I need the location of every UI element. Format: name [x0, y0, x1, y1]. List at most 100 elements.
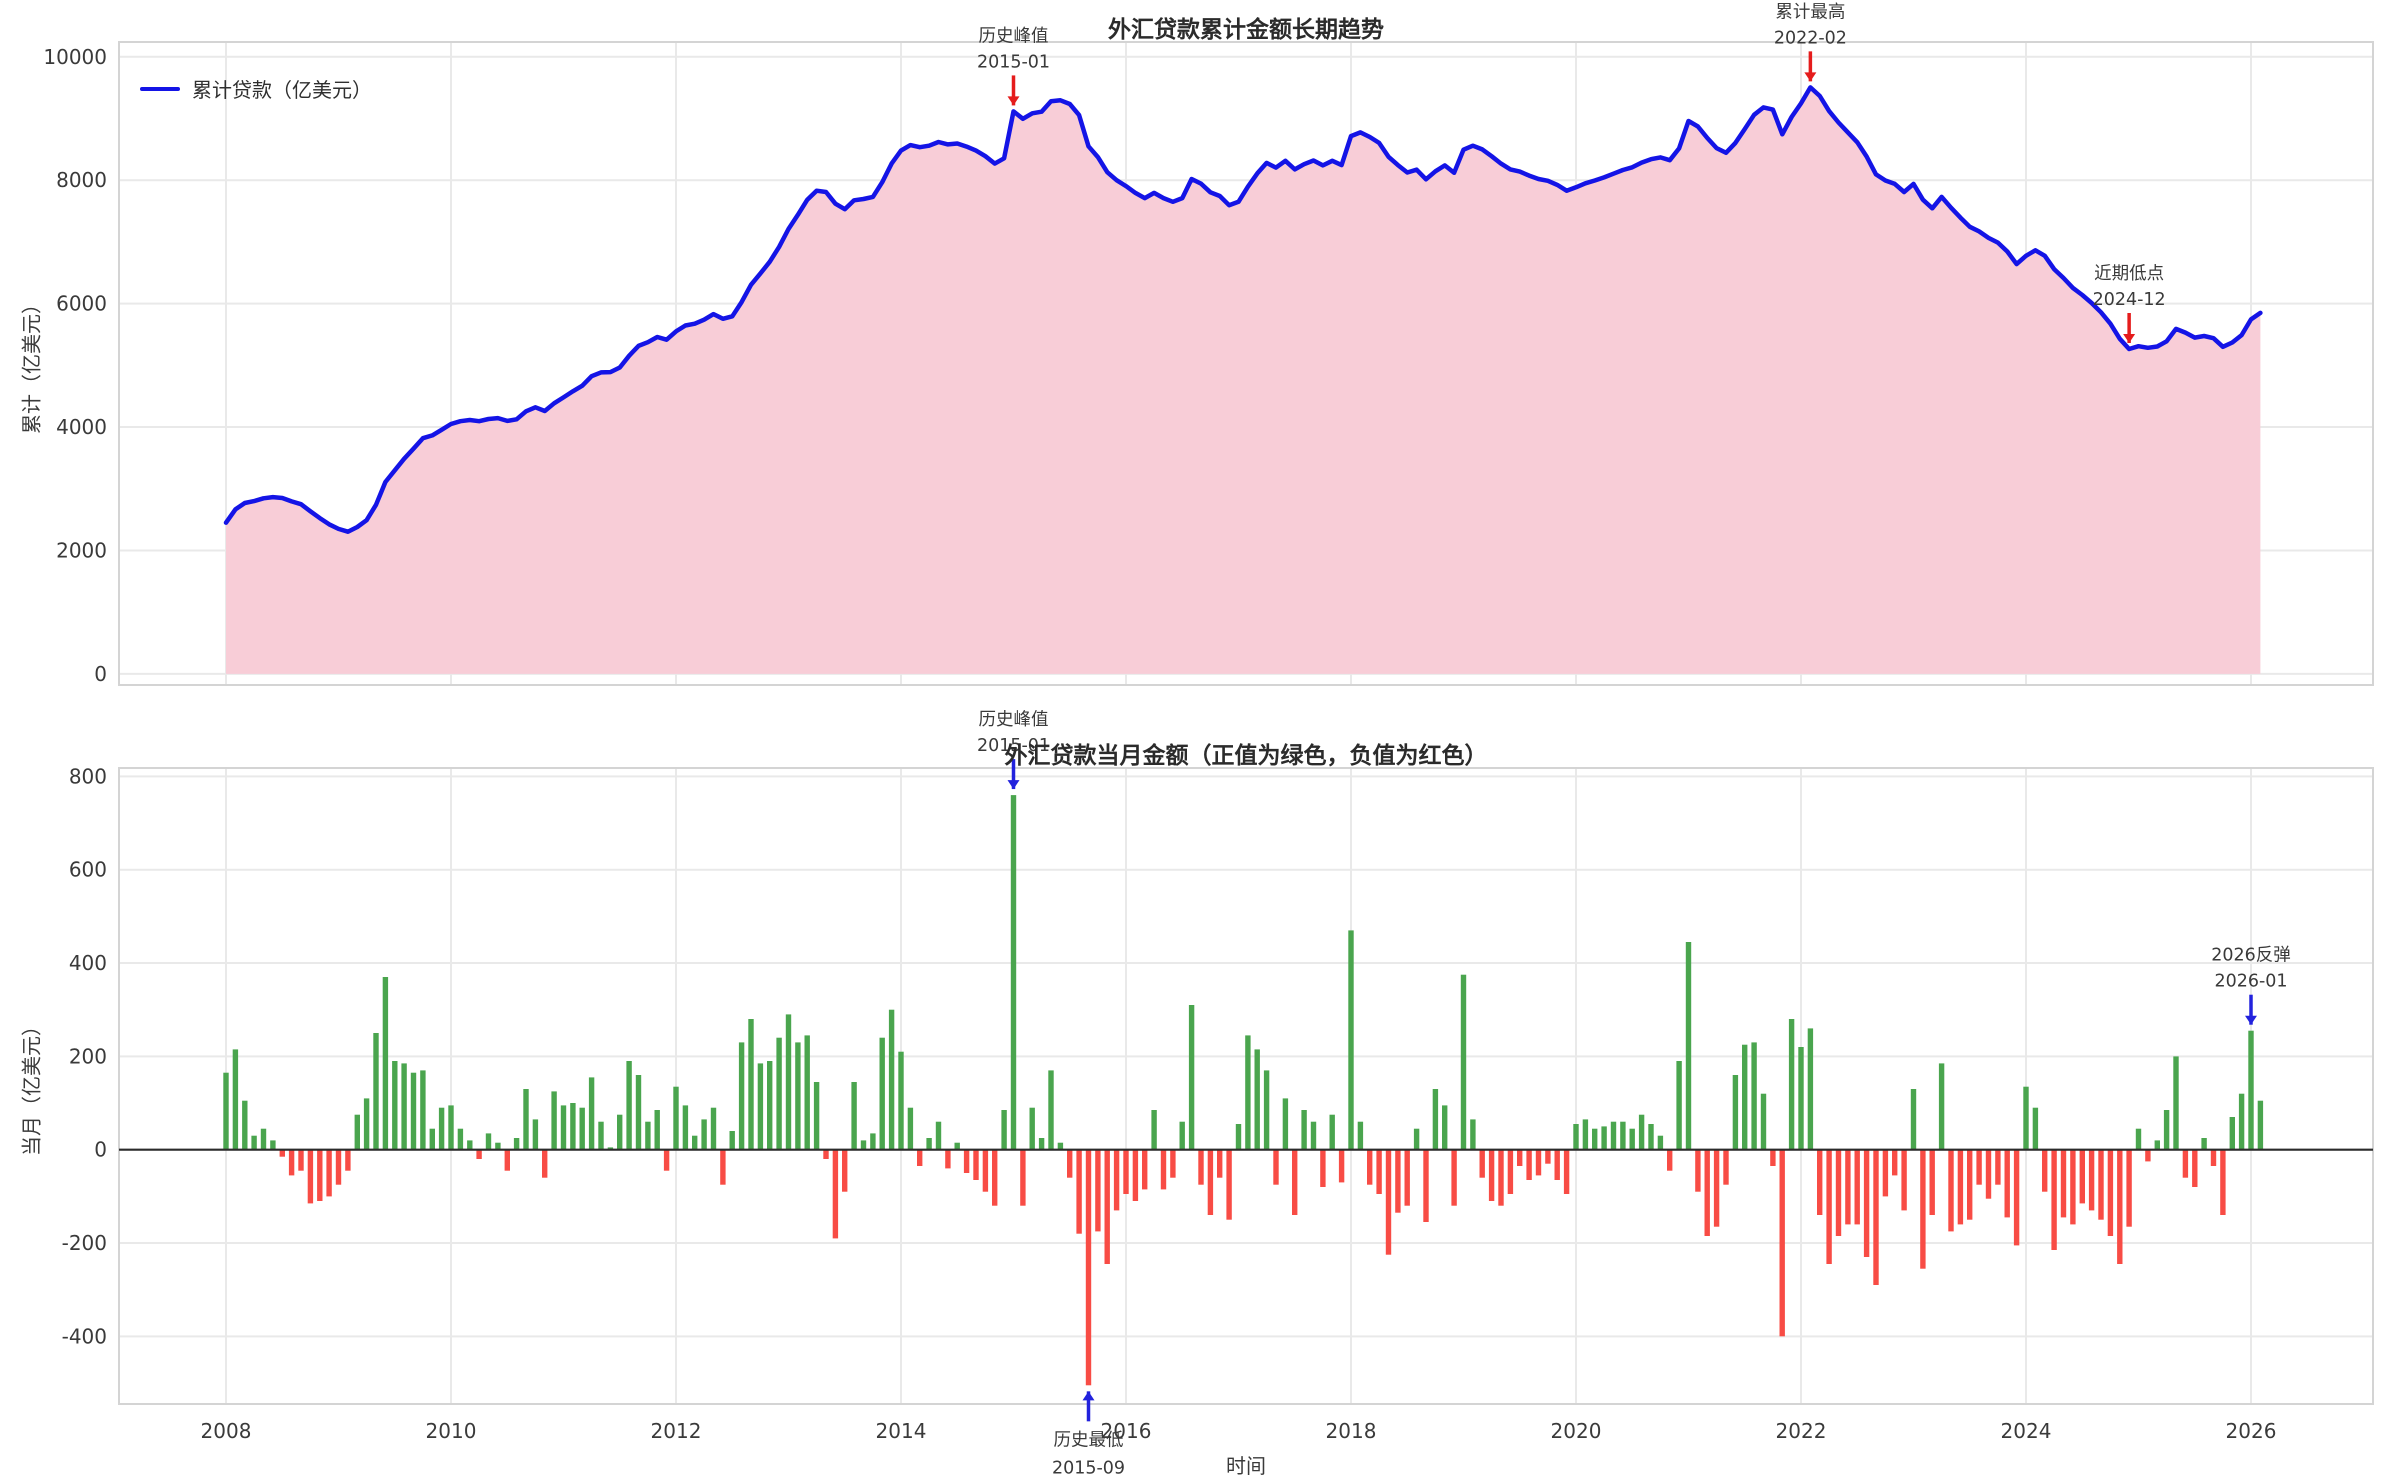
monthly-bar: [757, 1063, 764, 1150]
monthly-bar: [1160, 1149, 1167, 1190]
monthly-bar: [635, 1075, 642, 1150]
monthly-bar: [457, 1128, 464, 1150]
monthly-bar: [1179, 1121, 1185, 1150]
top-annotation-text: 历史峰值: [979, 26, 1049, 46]
monthly-bar: [2248, 1030, 2254, 1150]
monthly-bar: [1713, 1149, 1720, 1227]
bottom-y-tick-label: 800: [69, 764, 107, 788]
monthly-bar: [1442, 1105, 1448, 1150]
monthly-bar: [373, 1033, 379, 1150]
monthly-bar: [1385, 1149, 1392, 1255]
bottom-annotation-arrowhead: [2245, 1015, 2257, 1025]
monthly-bar: [1854, 1149, 1860, 1225]
monthly-bar: [682, 1105, 689, 1150]
bottom-chart-title: 外汇贷款当月金额（正值为绿色，负值为红色）: [1004, 743, 1488, 769]
monthly-bar: [1788, 1019, 1795, 1150]
monthly-bar: [588, 1077, 595, 1150]
monthly-bar: [1704, 1149, 1710, 1236]
monthly-bar: [1629, 1128, 1635, 1150]
top-y-tick-label: 10000: [43, 45, 107, 69]
bottom-annotation-text: 历史最低: [1054, 1430, 1124, 1450]
monthly-bar: [888, 1009, 895, 1150]
monthly-bar: [1938, 1063, 1945, 1150]
monthly-bar: [1910, 1089, 1917, 1150]
monthly-bar: [2154, 1140, 2160, 1150]
x-tick-label: 2014: [876, 1419, 927, 1443]
monthly-bar: [392, 1061, 398, 1150]
monthly-bar: [1554, 1149, 1560, 1180]
monthly-bar: [1348, 930, 1354, 1150]
monthly-bar: [2220, 1149, 2226, 1215]
monthly-bar: [832, 1149, 839, 1239]
monthly-bar: [1920, 1149, 1926, 1269]
monthly-bar: [1301, 1110, 1307, 1150]
monthly-bar: [795, 1042, 801, 1150]
monthly-bar: [963, 1149, 970, 1173]
monthly-bar: [935, 1121, 942, 1150]
monthly-bar: [485, 1133, 492, 1150]
top-annotation-text: 近期低点: [2094, 264, 2164, 284]
monthly-bar: [1957, 1149, 1964, 1225]
monthly-bar: [1807, 1028, 1814, 1150]
monthly-bar: [420, 1070, 426, 1150]
monthly-bar: [2060, 1149, 2067, 1218]
monthly-bar: [1657, 1135, 1664, 1150]
monthly-bar: [1132, 1149, 1139, 1201]
monthly-bar: [1329, 1114, 1335, 1150]
monthly-bar: [2145, 1149, 2151, 1162]
monthly-bar: [579, 1107, 585, 1150]
x-tick-label: 2012: [651, 1419, 702, 1443]
monthly-bar: [692, 1135, 698, 1150]
top-y-tick-label: 0: [94, 662, 107, 686]
bottom-annotation-arrowhead: [1007, 780, 1020, 790]
monthly-bar: [851, 1082, 857, 1150]
monthly-bar: [1779, 1149, 1785, 1337]
monthly-bar: [1207, 1149, 1214, 1215]
monthly-bar: [1395, 1149, 1401, 1213]
monthly-bar: [1742, 1044, 1748, 1150]
monthly-bar: [785, 1014, 792, 1150]
bottom-annotation-text: 2026反弹: [2211, 946, 2291, 966]
monthly-bar: [1620, 1121, 1626, 1150]
x-axis-label: 时间: [1226, 1454, 1266, 1478]
bottom-y-tick-label: 600: [69, 858, 107, 882]
monthly-bar: [860, 1140, 867, 1150]
monthly-bar: [1563, 1149, 1570, 1194]
monthly-bar: [673, 1086, 679, 1150]
monthly-bar: [1901, 1149, 1907, 1211]
x-tick-label: 2026: [2226, 1419, 2277, 1443]
monthly-bar: [542, 1149, 548, 1178]
monthly-bar: [2192, 1149, 2198, 1187]
monthly-bar: [1273, 1149, 1279, 1185]
monthly-bar: [2126, 1149, 2132, 1227]
monthly-bar: [2163, 1110, 2170, 1150]
monthly-bar: [1226, 1149, 1232, 1220]
monthly-bar: [1067, 1149, 1073, 1178]
monthly-bar: [448, 1105, 454, 1150]
monthly-bar: [954, 1142, 960, 1150]
monthly-bar: [2117, 1149, 2123, 1264]
bottom-y-axis-label: 当月（亿美元）: [19, 1016, 44, 1156]
monthly-bar: [598, 1121, 604, 1150]
monthly-bar: [1029, 1107, 1035, 1150]
monthly-bar: [2070, 1149, 2076, 1225]
bottom-annotation-text: 2026-01: [2214, 972, 2287, 992]
monthly-bar: [1535, 1149, 1542, 1176]
monthly-bar: [2088, 1149, 2095, 1211]
monthly-bar: [223, 1072, 229, 1150]
top-y-axis-label: 累计（亿美元）: [19, 294, 44, 434]
monthly-bar: [1948, 1149, 1954, 1232]
monthly-bar: [345, 1149, 351, 1171]
monthly-bar: [1592, 1128, 1598, 1150]
monthly-bar: [354, 1114, 360, 1150]
monthly-bar: [1882, 1149, 1889, 1197]
x-tick-label: 2024: [2001, 1419, 2052, 1443]
monthly-bar: [607, 1147, 614, 1150]
monthly-bar: [2238, 1093, 2245, 1150]
top-annotation-arrowhead: [1804, 72, 1817, 82]
monthly-bar: [401, 1063, 407, 1150]
monthly-bar: [729, 1131, 735, 1150]
bottom-y-tick-label: 0: [94, 1138, 107, 1162]
monthly-bar: [1245, 1035, 1251, 1150]
monthly-bar: [298, 1149, 304, 1171]
